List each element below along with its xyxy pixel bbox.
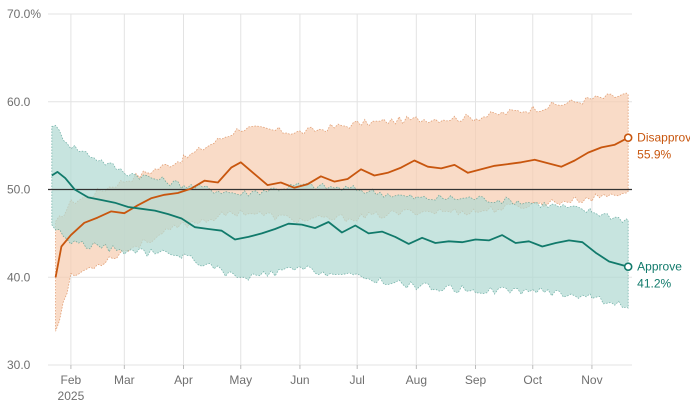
uncertainty-bands bbox=[51, 92, 629, 332]
disapprove-line bbox=[54, 136, 629, 278]
approve-line bbox=[51, 171, 629, 268]
x-tick-label: Nov bbox=[581, 373, 602, 387]
y-tick-label: 70.0% bbox=[7, 7, 41, 21]
x-tick-label: Oct bbox=[523, 373, 542, 387]
x-tick-label: Aug bbox=[406, 373, 427, 387]
disapprove-name-label: Disapprove bbox=[637, 131, 690, 145]
series-end-labels: Disapprove 55.9% Approve 41.2% bbox=[623, 131, 690, 291]
disapprove-end-marker bbox=[623, 133, 633, 143]
x-tick-label: Mar bbox=[114, 373, 135, 387]
y-tick-label: 30.0 bbox=[7, 358, 31, 372]
x-tick-label: Sep bbox=[465, 373, 487, 387]
y-tick-label: 50.0 bbox=[7, 183, 31, 197]
x-tick-label: Jun bbox=[290, 373, 309, 387]
x-tick-label: Jul bbox=[350, 373, 365, 387]
x-tick-label: Apr bbox=[174, 373, 193, 387]
y-tick-label: 60.0 bbox=[7, 95, 31, 109]
series-lines bbox=[51, 136, 629, 278]
x-axis-ticks: 2025 Feb Mar Apr May Jun Jul Aug Sep Oct Nov bbox=[58, 373, 603, 402]
approve-value-label: 41.2% bbox=[637, 277, 671, 291]
approve-end-marker bbox=[623, 262, 633, 272]
approve-band bbox=[51, 124, 629, 309]
y-tick-label: 40.0 bbox=[7, 270, 31, 284]
x-tick-label: Feb bbox=[61, 373, 82, 387]
approve-name-label: Approve bbox=[637, 260, 682, 274]
x-tick-label: May bbox=[229, 373, 252, 387]
disapprove-value-label: 55.9% bbox=[637, 148, 671, 162]
x-axis-year-label: 2025 bbox=[58, 389, 85, 402]
y-axis-ticks: 70.0% 60.0 50.0 40.0 30.0 bbox=[7, 7, 41, 372]
